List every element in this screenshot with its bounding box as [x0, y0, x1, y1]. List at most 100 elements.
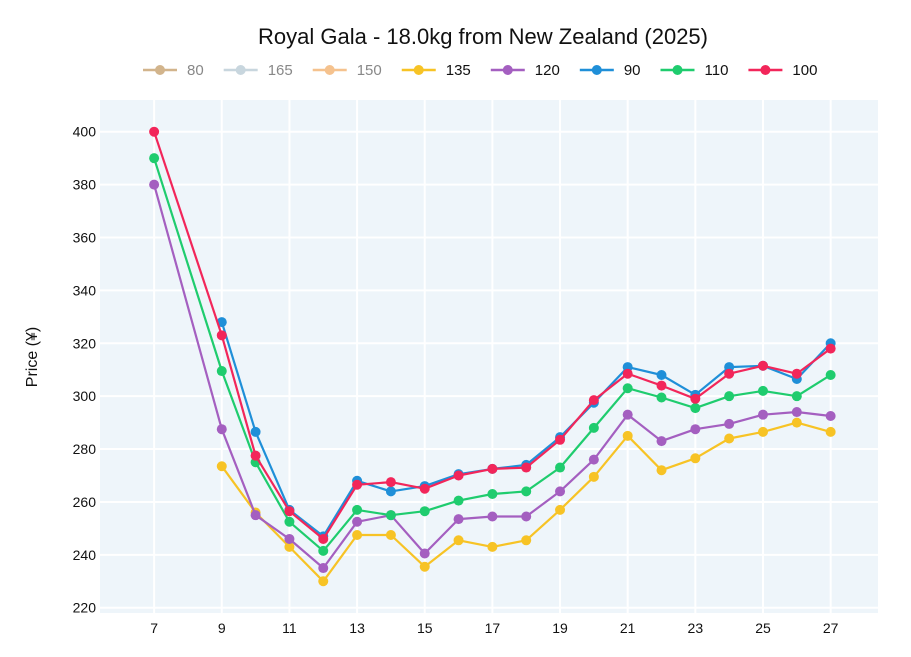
data-point	[352, 504, 363, 515]
y-axis: 220 240 260 280 300 320 340 360 380 400	[73, 124, 97, 616]
legend-marker	[672, 65, 683, 75]
legend-item-135: 135	[401, 62, 471, 79]
legend-label: 120	[535, 62, 560, 79]
legend-marker	[235, 65, 246, 75]
legend-label: 135	[446, 62, 471, 79]
data-point	[487, 463, 498, 474]
data-point	[149, 153, 160, 164]
x-tick-label: 21	[620, 620, 636, 636]
data-point	[757, 360, 768, 371]
data-point	[250, 450, 261, 461]
legend-item-100: 100	[748, 62, 817, 79]
data-point	[352, 529, 363, 540]
data-point	[791, 417, 802, 428]
data-point	[724, 433, 735, 444]
y-tick-label: 280	[73, 441, 97, 457]
x-axis: 7 9 11 13 15 17 19 21 23 25 27	[150, 620, 838, 636]
legend-item-165: 165	[223, 62, 293, 79]
data-point	[555, 462, 566, 473]
data-point	[656, 370, 667, 381]
data-point	[284, 533, 295, 544]
data-point	[656, 465, 667, 476]
data-point	[791, 368, 802, 379]
y-tick-label: 300	[73, 388, 97, 404]
data-point	[250, 426, 261, 437]
x-tick-label: 23	[688, 620, 704, 636]
data-point	[757, 409, 768, 420]
chart-title: Royal Gala - 18.0kg from New Zealand (20…	[258, 24, 708, 49]
data-point	[521, 462, 532, 473]
legend-marker	[502, 65, 513, 75]
legend-label: 110	[705, 62, 729, 79]
x-tick-label: 27	[823, 620, 839, 636]
data-point	[791, 407, 802, 418]
y-tick-label: 360	[73, 230, 97, 246]
legend-marker	[324, 65, 335, 75]
data-point	[453, 535, 464, 546]
series-line	[153, 157, 832, 553]
data-point	[555, 504, 566, 515]
data-point	[453, 470, 464, 481]
data-point	[791, 391, 802, 402]
legend-item-90: 90	[579, 62, 641, 79]
x-tick-label: 13	[349, 620, 365, 636]
y-axis-label: Price (¥)	[24, 327, 41, 387]
data-point	[284, 541, 295, 552]
legend-marker	[413, 65, 424, 75]
x-tick-label: 17	[485, 620, 501, 636]
data-point	[622, 409, 633, 420]
data-point	[419, 561, 430, 572]
x-tick-label: 19	[552, 620, 568, 636]
data-point	[825, 343, 836, 354]
legend-marker	[591, 65, 602, 75]
legend-item-80: 80	[143, 62, 204, 79]
data-point	[656, 380, 667, 391]
data-point	[825, 370, 836, 381]
legend-item-110: 110	[660, 62, 729, 79]
data-point	[555, 486, 566, 497]
data-point	[588, 471, 599, 482]
data-point	[690, 393, 701, 404]
legend-item-150: 150	[312, 62, 382, 79]
x-tick-label: 7	[150, 620, 158, 636]
data-point	[724, 368, 735, 379]
data-point	[521, 511, 532, 522]
legend-label: 100	[792, 62, 817, 79]
y-tick-label: 340	[73, 282, 97, 298]
data-point	[487, 489, 498, 500]
data-point	[419, 548, 430, 559]
data-point	[588, 454, 599, 465]
legend-label: 90	[624, 62, 641, 79]
data-point	[216, 461, 227, 472]
data-point	[757, 426, 768, 437]
data-point	[656, 436, 667, 447]
data-point	[149, 179, 160, 190]
data-point	[284, 516, 295, 527]
y-tick-label: 400	[73, 124, 97, 140]
data-point	[724, 418, 735, 429]
data-point	[622, 368, 633, 379]
legend-label: 165	[268, 62, 293, 79]
data-point	[622, 383, 633, 394]
series-100	[149, 126, 836, 544]
data-point	[318, 533, 329, 544]
data-point	[284, 506, 295, 517]
data-point	[318, 545, 329, 556]
legend-item-120: 120	[490, 62, 560, 79]
series-line	[153, 184, 831, 570]
data-point	[690, 403, 701, 414]
data-point	[318, 563, 329, 574]
data-point	[521, 535, 532, 546]
data-point	[690, 453, 701, 464]
series-120	[149, 179, 836, 574]
x-tick-label: 15	[417, 620, 433, 636]
series-110	[149, 153, 836, 556]
data-point	[825, 426, 836, 437]
legend-marker	[760, 65, 771, 75]
data-point	[352, 516, 363, 527]
x-tick-label: 25	[755, 620, 771, 636]
data-point	[588, 395, 599, 406]
data-point	[419, 506, 430, 517]
data-point	[487, 541, 498, 552]
